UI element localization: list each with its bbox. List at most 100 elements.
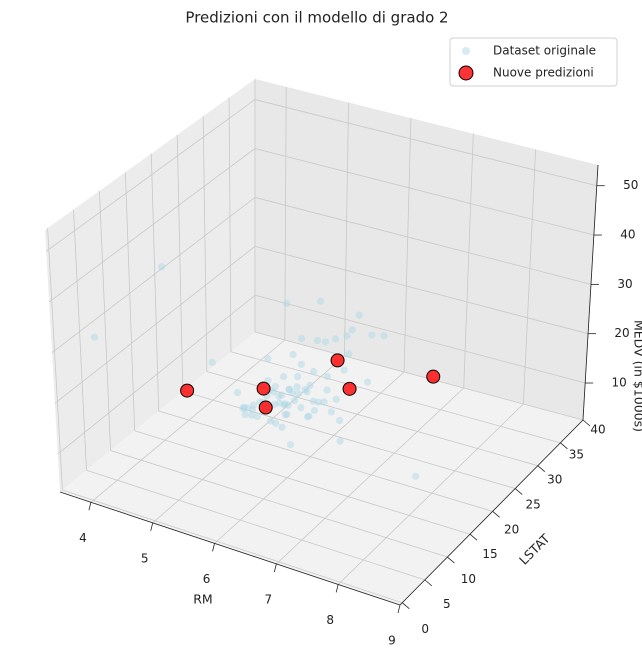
x-tick <box>397 604 401 614</box>
data-point <box>158 263 166 271</box>
x-tick-label: 5 <box>141 551 149 565</box>
y-tick <box>424 579 433 587</box>
data-point <box>297 403 305 412</box>
x-tick-label: 9 <box>388 634 396 648</box>
grid-line <box>337 403 524 585</box>
y-tick <box>401 602 410 610</box>
grid-line <box>48 148 256 303</box>
grid-line <box>90 339 286 503</box>
data-point <box>90 333 99 341</box>
data-point <box>305 412 313 420</box>
prediction-point <box>258 400 273 415</box>
grid-line <box>254 331 584 421</box>
y-tick <box>469 533 478 541</box>
grid-line <box>110 450 448 558</box>
data-point <box>285 386 293 394</box>
x-tick <box>88 502 92 511</box>
data-point <box>412 472 420 480</box>
data-point <box>297 360 305 368</box>
data-point <box>289 350 297 359</box>
y-tick <box>447 556 455 564</box>
data-point <box>380 332 388 340</box>
grid-line <box>254 148 594 236</box>
grid-line <box>182 390 516 489</box>
y-tick-label: 40 <box>590 423 605 437</box>
data-point <box>250 401 258 409</box>
grid-line <box>254 99 597 187</box>
z-axis-label: MEDV (in $1000s) <box>632 320 642 432</box>
data-point <box>293 383 301 391</box>
legend-box <box>449 37 618 87</box>
z-tick-label: 50 <box>623 178 638 192</box>
data-point <box>303 388 311 396</box>
data-point <box>240 403 248 412</box>
grid-line <box>276 387 465 565</box>
data-point <box>313 336 322 345</box>
data-point <box>340 366 348 374</box>
grid-line <box>228 97 232 352</box>
data-point <box>233 388 242 397</box>
legend-label: Nuove predizioni <box>493 66 594 80</box>
data-point <box>271 382 279 391</box>
grid-line <box>254 245 589 335</box>
data-point <box>310 406 319 415</box>
data-point <box>278 391 286 399</box>
prediction-point <box>330 353 345 368</box>
data-point <box>368 331 376 339</box>
grid-line <box>284 86 287 341</box>
grid-line <box>62 489 403 604</box>
grid-line <box>254 294 586 384</box>
data-point <box>248 411 256 419</box>
data-point <box>321 338 330 346</box>
y-tick <box>514 488 523 495</box>
y-tick-label: 5 <box>443 597 451 611</box>
data-point <box>332 395 340 403</box>
grid-line <box>150 153 160 412</box>
data-point <box>343 332 351 340</box>
grid-line <box>344 102 349 357</box>
x-tick <box>273 563 277 573</box>
y-tick <box>492 511 500 518</box>
grid-line <box>73 209 87 471</box>
x-axis-label: RM <box>193 592 212 607</box>
floor-pane <box>60 332 583 605</box>
data-point <box>327 408 335 416</box>
z-axis-line <box>582 164 599 421</box>
data-point <box>298 334 306 343</box>
data-point <box>253 412 261 421</box>
data-point <box>314 398 323 406</box>
grid-line <box>99 190 111 451</box>
data-point <box>291 397 299 405</box>
x-tick-label: 4 <box>79 531 87 545</box>
x-tick-label: 6 <box>203 572 211 586</box>
grid-line <box>214 371 405 544</box>
data-point <box>316 297 325 305</box>
x-axis-line <box>59 491 401 606</box>
grid-line <box>134 430 471 535</box>
prediction-point <box>426 369 441 384</box>
y-tick-label: 30 <box>547 472 562 486</box>
legend-marker <box>462 47 470 55</box>
data-point <box>279 373 288 381</box>
data-point <box>310 367 318 376</box>
y-tick-label: 10 <box>461 572 476 586</box>
x-tick <box>335 584 339 593</box>
grid-line <box>124 172 136 431</box>
data-point <box>283 410 291 419</box>
prediction-point <box>342 381 357 396</box>
data-point <box>348 326 356 334</box>
y-axis-line <box>399 419 584 606</box>
y-tick-label: 0 <box>421 622 429 636</box>
y-tick <box>560 442 568 450</box>
chart-title: Predizioni con il modello di grado 2 <box>185 9 448 27</box>
data-point <box>345 350 353 358</box>
legend-label: Dataset originale <box>493 44 596 58</box>
data-point <box>306 381 314 389</box>
x-tick-label: 8 <box>326 613 334 627</box>
grid-line <box>254 197 592 285</box>
data-point <box>336 437 344 445</box>
left-pane <box>45 79 255 492</box>
data-point <box>280 401 289 409</box>
